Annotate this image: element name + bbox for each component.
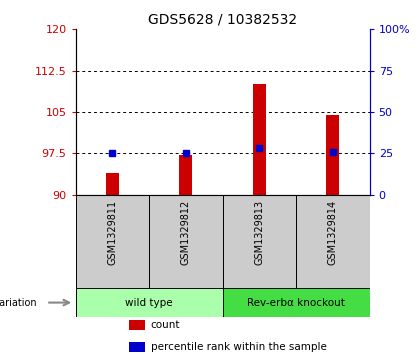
- Bar: [296, 195, 370, 288]
- Text: GSM1329814: GSM1329814: [328, 200, 338, 265]
- Title: GDS5628 / 10382532: GDS5628 / 10382532: [148, 12, 297, 26]
- Text: Rev-erbα knockout: Rev-erbα knockout: [247, 298, 345, 307]
- Bar: [179, 155, 192, 195]
- Bar: [223, 195, 296, 288]
- Bar: [129, 320, 144, 330]
- Text: GSM1329811: GSM1329811: [108, 200, 117, 265]
- Bar: [253, 84, 266, 195]
- Bar: [76, 195, 149, 288]
- Bar: [106, 173, 119, 195]
- Bar: [129, 342, 144, 352]
- Bar: [223, 288, 370, 317]
- Text: GSM1329813: GSM1329813: [255, 200, 264, 265]
- Text: wild type: wild type: [125, 298, 173, 307]
- Text: count: count: [151, 321, 180, 330]
- Text: percentile rank within the sample: percentile rank within the sample: [151, 342, 326, 352]
- Bar: [326, 115, 339, 195]
- Bar: [76, 288, 223, 317]
- Text: genotype/variation: genotype/variation: [0, 298, 37, 307]
- Text: GSM1329812: GSM1329812: [181, 200, 191, 265]
- Bar: [149, 195, 223, 288]
